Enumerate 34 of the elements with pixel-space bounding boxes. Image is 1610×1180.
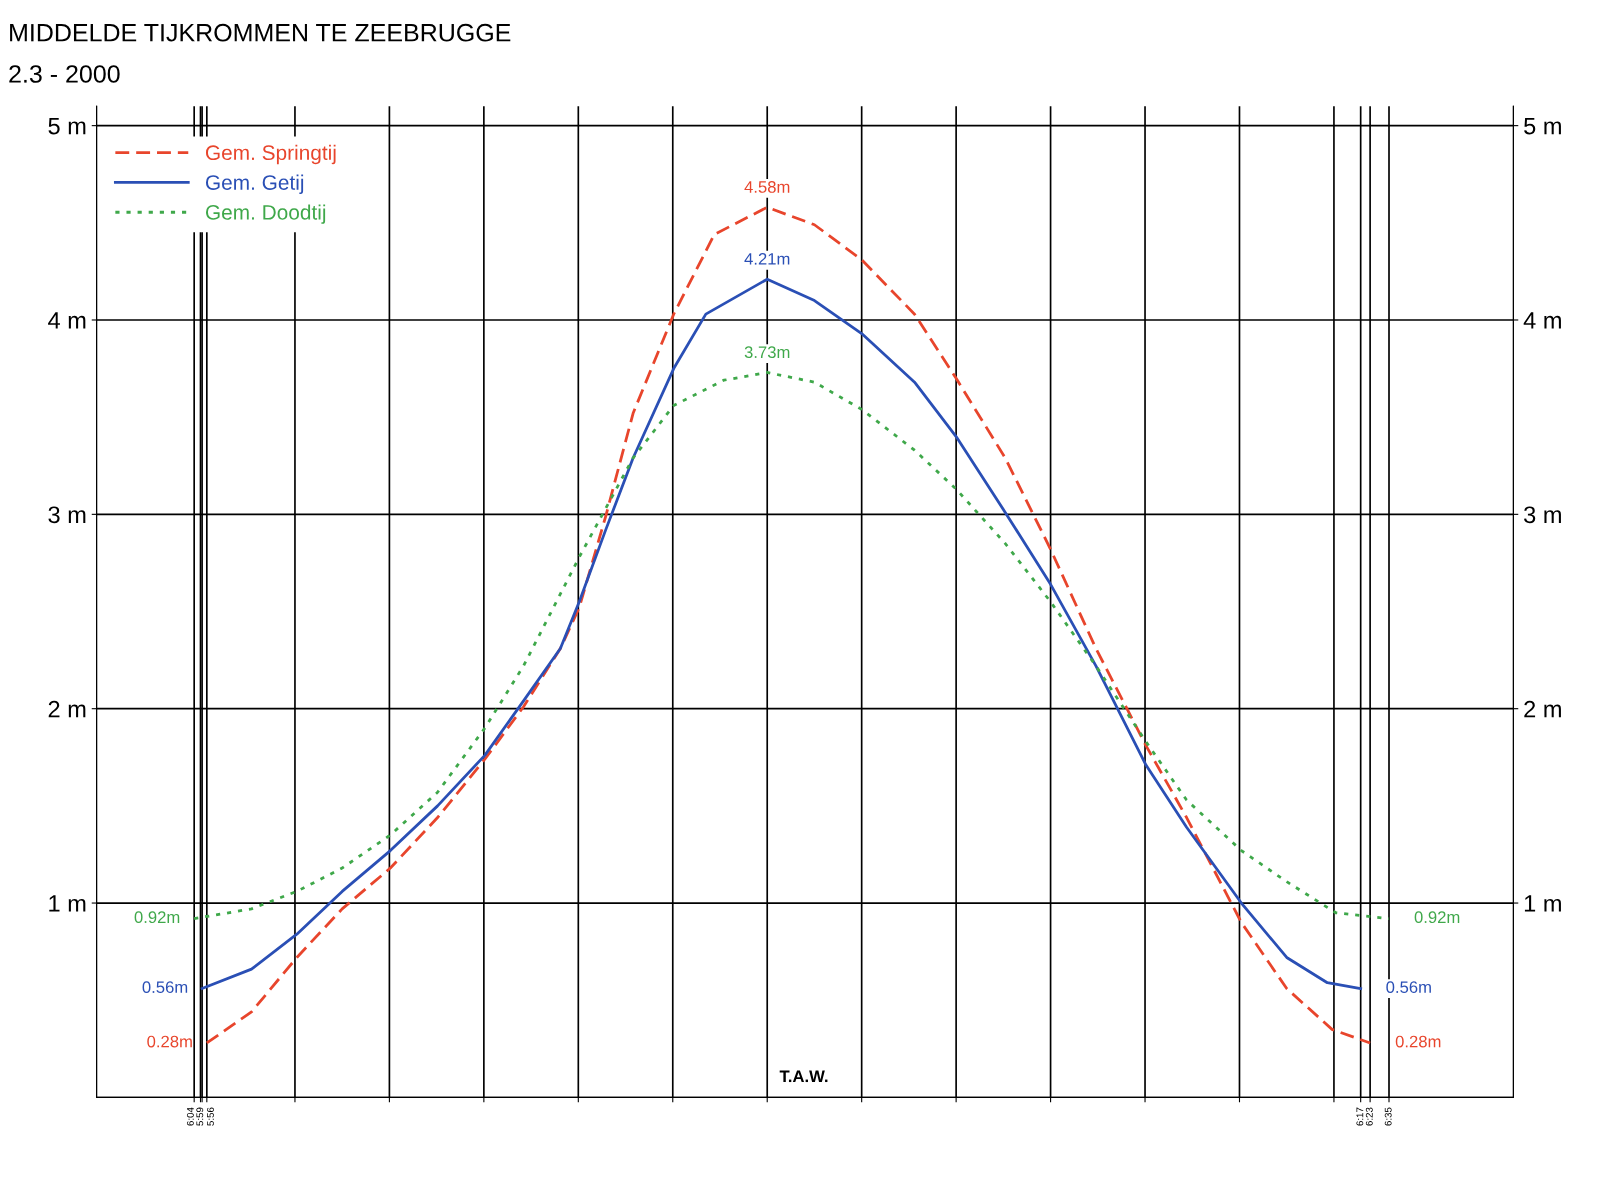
- legend-label: Gem. Doodtij: [205, 204, 326, 224]
- x-tick-label: 6:35: [1384, 1107, 1392, 1126]
- data-label: 0.56m: [142, 981, 188, 994]
- line-series: [205, 205, 1372, 1045]
- y-tick-label: 5 m: [48, 117, 86, 135]
- legend-label: Gem. Springtij: [205, 144, 336, 165]
- data-label: 4.58m: [744, 181, 790, 193]
- x-tick-label: 6:23: [1365, 1107, 1373, 1126]
- y-tick-label: 1 m: [49, 895, 86, 912]
- line-series: [200, 277, 1363, 990]
- y2-tick-label: 3 m: [1524, 506, 1561, 524]
- y-tick-label: 3 m: [48, 506, 86, 524]
- x-tick-label: 6:04: [186, 1107, 194, 1126]
- y2-tick-label: 2 m: [1524, 700, 1561, 718]
- data-label: 0.92m: [1414, 911, 1460, 924]
- data-label: 0.28m: [1395, 1035, 1441, 1048]
- annotation: T.A.W.: [779, 1070, 828, 1083]
- x-tick-label: 6:17: [1356, 1107, 1364, 1126]
- legend-label: Gem. Getij: [205, 174, 304, 195]
- line-series: [192, 371, 1391, 920]
- x-tick-label: 5:56: [207, 1107, 214, 1126]
- data-label: 0.92m: [134, 911, 180, 924]
- y-tick-label: 2 m: [48, 700, 86, 718]
- data-label: 0.56m: [1386, 981, 1431, 994]
- y2-tick-label: 1 m: [1524, 895, 1561, 912]
- data-label: 4.21m: [744, 252, 790, 265]
- y2-tick-label: 4 m: [1523, 312, 1561, 329]
- chart-subtitle: 2.3 - 2000: [9, 65, 120, 83]
- data-label: 0.28m: [147, 1035, 192, 1048]
- y2-tick-label: 5 m: [1524, 117, 1561, 135]
- chart-title: MIDDELDE TIJKROMMEN TE ZEEBRUGGE: [10, 23, 511, 42]
- x-tick-label: 5:59: [196, 1107, 204, 1126]
- data-label: 3.73m: [744, 346, 790, 359]
- y-tick-label: 4 m: [48, 312, 86, 329]
